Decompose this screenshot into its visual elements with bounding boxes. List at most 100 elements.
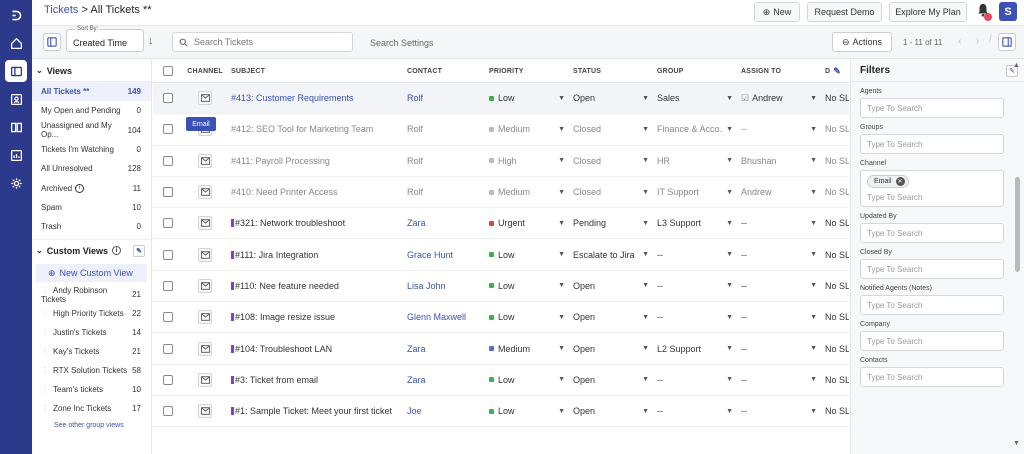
row-group[interactable]: Sales ▼ bbox=[655, 93, 739, 103]
row-contact[interactable]: Grace Hunt bbox=[407, 249, 454, 260]
user-avatar[interactable]: S bbox=[999, 2, 1017, 21]
drag-handle-icon[interactable]: ⋮ bbox=[41, 285, 49, 295]
row-assign-to[interactable]: -- ▼ bbox=[739, 281, 823, 291]
col-status[interactable]: STATUS bbox=[573, 67, 602, 75]
col-group[interactable]: GROUP bbox=[657, 67, 684, 75]
edit-assignee-icon[interactable]: ☑ bbox=[741, 92, 750, 103]
row-contact[interactable]: Joe bbox=[407, 406, 422, 417]
row-assign-to[interactable]: -- ▼ bbox=[739, 124, 823, 134]
filter-input[interactable]: Type To Search bbox=[860, 98, 1004, 118]
see-other-group-views-link[interactable]: See other group views bbox=[54, 422, 124, 430]
view-item[interactable]: Unassigned and My Op... 104 bbox=[32, 121, 151, 140]
row-group[interactable]: L3 Support ▼ bbox=[655, 218, 739, 228]
table-row[interactable]: #410: Need Printer Access Rolf Medium ▼ Clos… bbox=[153, 177, 849, 209]
row-assign-to[interactable]: Bhushan ▼ bbox=[739, 156, 823, 166]
row-contact[interactable]: Glenn Maxwell bbox=[407, 312, 467, 323]
row-assign-to[interactable]: -- ▼ bbox=[739, 250, 823, 260]
row-status[interactable]: Pending ▼ bbox=[571, 218, 655, 228]
row-contact[interactable]: Zara bbox=[407, 343, 426, 354]
row-status[interactable]: Closed ▼ bbox=[571, 187, 655, 197]
row-subject[interactable]: #104: Troubleshoot LAN bbox=[227, 344, 405, 354]
channel-chip[interactable]: Email ✕ bbox=[867, 175, 909, 188]
row-assign-to[interactable]: ☑ Andrew ▼ bbox=[739, 93, 823, 104]
row-group[interactable]: IT Support ▼ bbox=[655, 187, 739, 197]
logo-icon[interactable] bbox=[5, 4, 27, 26]
view-item[interactable]: All Unresolved 128 bbox=[32, 159, 151, 178]
scroll-up-icon[interactable]: ▲ bbox=[1013, 62, 1020, 69]
knowledge-base-icon[interactable] bbox=[5, 116, 27, 138]
table-row[interactable]: #111: Jira Integration Grace Hunt Low ▼ Esca… bbox=[153, 239, 849, 271]
row-status[interactable]: Open ▼ bbox=[571, 312, 655, 322]
search-input[interactable] bbox=[194, 37, 344, 47]
actions-button[interactable]: ⊖ Actions bbox=[832, 32, 892, 52]
channel-filter-input[interactable]: Email ✕ Type To Search bbox=[860, 170, 1004, 207]
sort-direction-icon[interactable]: ↓ bbox=[148, 35, 154, 47]
row-assign-to[interactable]: -- ▼ bbox=[739, 218, 823, 228]
row-checkbox[interactable] bbox=[163, 374, 173, 385]
row-group[interactable]: -- ▼ bbox=[655, 281, 739, 291]
home-icon[interactable] bbox=[5, 32, 27, 54]
row-assign-to[interactable]: -- ▼ bbox=[739, 344, 823, 354]
row-checkbox[interactable] bbox=[163, 155, 173, 166]
search-tickets-box[interactable] bbox=[172, 32, 353, 52]
row-subject[interactable]: #110: Nee feature needed bbox=[227, 281, 405, 291]
row-assign-to[interactable]: -- ▼ bbox=[739, 406, 823, 416]
edit-columns-icon[interactable]: ✎ bbox=[833, 65, 842, 76]
row-priority[interactable]: Low ▼ bbox=[487, 406, 571, 416]
row-status[interactable]: Open ▼ bbox=[571, 375, 655, 385]
custom-views-heading[interactable]: ⌄ Custom Views i ✎ bbox=[32, 239, 151, 261]
table-row[interactable]: #1: Sample Ticket: Meet your first ticke… bbox=[153, 396, 849, 428]
row-priority[interactable]: Low ▼ bbox=[487, 281, 571, 291]
row-subject[interactable]: #108: Image resize issue bbox=[227, 312, 405, 322]
row-group[interactable]: -- ▼ bbox=[655, 250, 739, 260]
custom-view-item[interactable]: ⋮ Justin's Tickets 14 bbox=[32, 323, 151, 342]
row-subject[interactable]: #3: Ticket from email bbox=[227, 375, 405, 385]
row-checkbox[interactable] bbox=[163, 93, 173, 104]
row-priority[interactable]: Low ▼ bbox=[487, 250, 571, 260]
row-subject[interactable]: #410: Need Printer Access bbox=[227, 187, 405, 197]
toggle-views-panel-icon[interactable] bbox=[43, 33, 61, 51]
col-assign-to[interactable]: ASSIGN TO bbox=[741, 67, 782, 75]
row-checkbox[interactable] bbox=[163, 312, 173, 323]
col-contact[interactable]: CONTACT bbox=[407, 67, 443, 75]
row-status[interactable]: Open ▼ bbox=[571, 93, 655, 103]
table-row[interactable]: #321: Network troubleshoot Zara Urgent ▼ Pen… bbox=[153, 208, 849, 240]
new-custom-view-button[interactable]: ⊕ New Custom View bbox=[36, 264, 147, 283]
row-contact[interactable]: Rolf bbox=[407, 155, 424, 166]
tickets-icon[interactable] bbox=[5, 60, 27, 82]
col-priority[interactable]: PRIORITY bbox=[489, 67, 524, 75]
breadcrumb-tickets-link[interactable]: Tickets bbox=[44, 4, 79, 16]
row-subject[interactable]: #413: Customer Requirements bbox=[227, 93, 405, 103]
row-checkbox[interactable] bbox=[163, 218, 173, 229]
row-status[interactable]: Escalate to Jira ▼ bbox=[571, 250, 655, 260]
row-priority[interactable]: Low ▼ bbox=[487, 93, 571, 103]
sort-by-select[interactable]: Sort By: Created Time bbox=[66, 26, 144, 52]
row-priority[interactable]: Low ▼ bbox=[487, 375, 571, 385]
prev-page-icon[interactable]: ‹ bbox=[958, 36, 962, 47]
select-all-checkbox[interactable] bbox=[163, 66, 173, 76]
filter-input[interactable]: Type To Search bbox=[860, 259, 1004, 279]
row-priority[interactable]: Low ▼ bbox=[487, 312, 571, 322]
row-checkbox[interactable] bbox=[163, 280, 173, 291]
row-status[interactable]: Open ▼ bbox=[571, 281, 655, 291]
remove-chip-icon[interactable]: ✕ bbox=[895, 177, 905, 186]
filter-input[interactable]: Type To Search bbox=[860, 367, 1004, 387]
row-priority[interactable]: Medium ▼ bbox=[487, 187, 571, 197]
drag-handle-icon[interactable]: ⋮ bbox=[41, 328, 49, 338]
row-group[interactable]: -- ▼ bbox=[655, 375, 739, 385]
row-contact[interactable]: Rolf bbox=[407, 187, 424, 198]
filter-input[interactable]: Type To Search bbox=[860, 223, 1004, 243]
table-row[interactable]: #110: Nee feature needed Lisa John Low ▼ Ope… bbox=[153, 271, 849, 303]
row-priority[interactable]: High ▼ bbox=[487, 156, 571, 166]
view-item[interactable]: Trash 0 bbox=[32, 217, 151, 236]
request-demo-button[interactable]: Request Demo bbox=[807, 2, 882, 22]
view-item[interactable]: All Tickets ** 149 bbox=[32, 82, 151, 102]
row-group[interactable]: Finance & Acco... ▼ bbox=[655, 124, 739, 134]
row-assign-to[interactable]: -- ▼ bbox=[739, 375, 823, 385]
drag-handle-icon[interactable]: ⋮ bbox=[41, 404, 49, 414]
row-group[interactable]: HR ▼ bbox=[655, 156, 739, 166]
notifications-bell-icon[interactable] bbox=[976, 3, 994, 21]
row-status[interactable]: Open ▼ bbox=[571, 406, 655, 416]
row-contact[interactable]: Rolf bbox=[407, 124, 424, 135]
col-subject[interactable]: SUBJECT bbox=[231, 67, 266, 75]
